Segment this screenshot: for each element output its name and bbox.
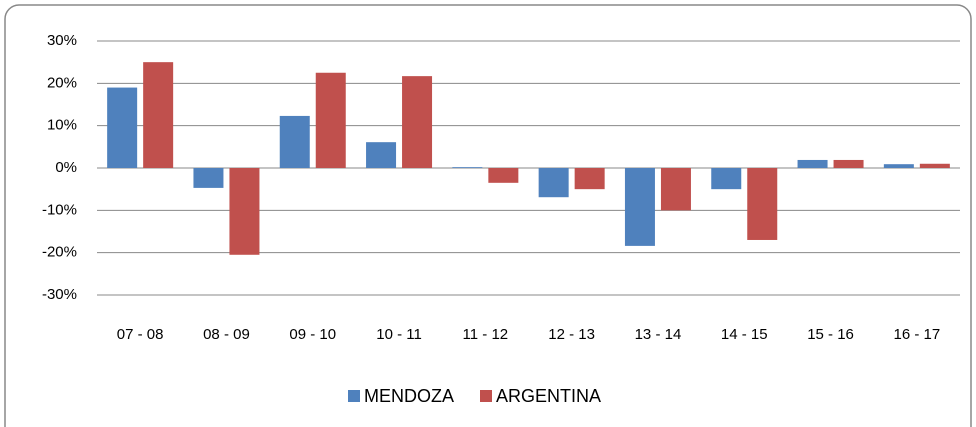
legend-swatch [480,390,492,402]
x-tick-label: 12 - 13 [548,326,595,343]
y-tick-label: 0% [55,159,77,176]
x-tick-label: 16 - 17 [893,326,940,343]
bar [452,167,483,168]
x-tick-label: 13 - 14 [635,326,682,343]
y-tick-label: 30% [47,32,77,49]
bar [107,87,138,168]
x-tick-label: 15 - 16 [807,326,854,343]
bar [488,168,519,183]
bar [402,76,433,168]
x-tick-label: 14 - 15 [721,326,768,343]
legend-label: ARGENTINA [496,386,601,406]
x-tick-label: 10 - 11 [376,326,422,343]
bar [574,168,605,190]
bar [538,168,569,198]
x-tick-label: 09 - 10 [289,326,336,343]
bar [711,168,742,190]
bar [193,168,224,188]
bar [279,115,310,168]
bar [833,159,864,168]
y-tick-label: 20% [47,74,77,91]
legend-label: MENDOZA [364,386,454,406]
bar [315,72,346,168]
y-tick-label: -20% [42,244,77,261]
legend-swatch [348,390,360,402]
x-tick-label: 11 - 12 [463,326,509,343]
y-tick-label: -10% [42,201,77,218]
bar [797,159,828,168]
legend: MENDOZA ARGENTINA [348,386,601,406]
bar [883,164,914,168]
bar [229,168,260,255]
bar [747,168,778,240]
chart-frame [4,4,972,427]
bar [366,142,397,168]
y-tick-label: 10% [47,117,77,134]
x-tick-label: 07 - 08 [117,326,164,343]
y-tick-label: -30% [42,286,77,303]
bar [660,168,691,211]
bar [624,168,655,246]
bar [919,163,950,168]
bar [143,62,174,168]
x-tick-label: 08 - 09 [203,326,250,343]
